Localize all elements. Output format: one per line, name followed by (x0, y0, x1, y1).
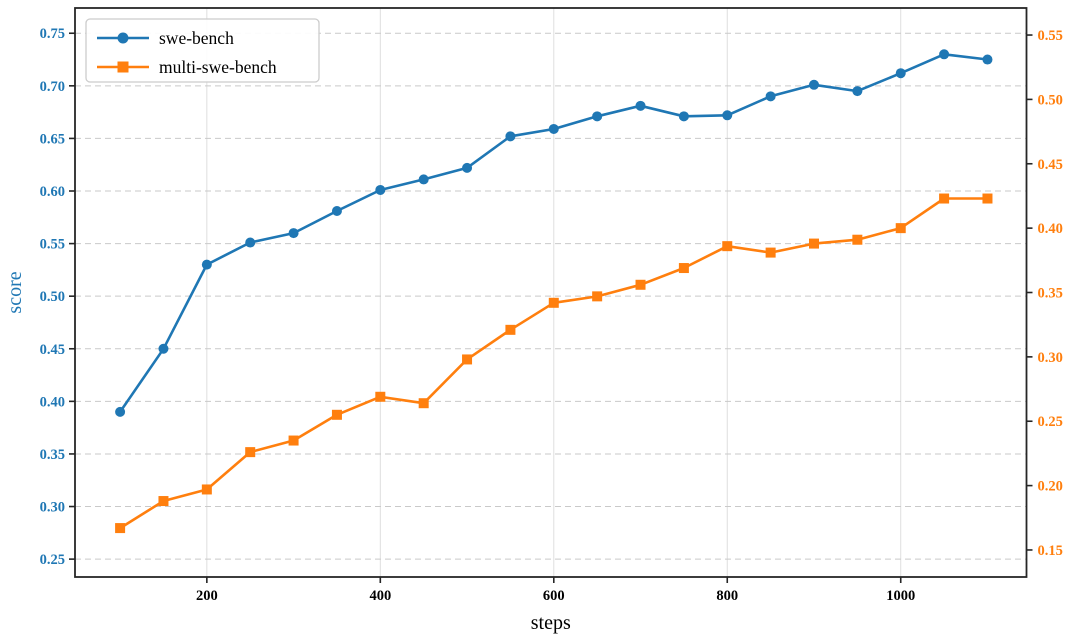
data-point-marker-circle (375, 184, 386, 195)
data-point-marker-circle (635, 100, 646, 111)
data-point-marker-circle (288, 228, 299, 239)
data-point-marker-square (852, 234, 863, 245)
data-point-marker-square (678, 263, 689, 274)
data-point-marker-circle (158, 343, 169, 354)
legend: swe-bench multi-swe-bench (85, 18, 320, 83)
y-left-tick-label: 0.30 (40, 500, 65, 516)
data-point-marker-circle (115, 406, 126, 417)
y-right-tick-label: 0.45 (1038, 157, 1063, 173)
data-point-marker-circle (592, 111, 603, 122)
y-right-tick-label: 0.55 (1038, 28, 1063, 44)
data-point-marker-circle (462, 162, 473, 173)
data-point-marker-square (722, 241, 733, 252)
data-point-marker-square (418, 398, 429, 409)
data-point-marker-square (939, 193, 950, 204)
y-axis-label: score (4, 271, 26, 313)
y-right-tick-label: 0.50 (1038, 92, 1063, 108)
y-left-tick-label: 0.55 (40, 237, 65, 253)
y-left-tick-label: 0.50 (40, 289, 65, 305)
x-tick-label: 600 (543, 588, 565, 604)
x-tick-label: 800 (716, 588, 738, 604)
data-point-marker-square (982, 193, 993, 204)
legend-label: multi-swe-bench (159, 57, 277, 77)
data-point-marker-square (808, 238, 819, 249)
data-point-marker-square (158, 496, 169, 507)
y-right-tick-label: 0.15 (1038, 543, 1063, 559)
y-left-tick-label: 0.25 (40, 552, 65, 568)
x-axis-label: steps (531, 612, 571, 634)
data-point-marker-square (115, 523, 126, 534)
plot-border (74, 7, 1028, 578)
y-left-tick-label: 0.70 (40, 79, 65, 95)
y-right-tick-label: 0.40 (1038, 221, 1063, 237)
data-point-marker-square (462, 354, 473, 365)
data-point-marker-circle (505, 131, 516, 142)
legend-item: swe-bench (97, 28, 234, 48)
y-right-tick-label: 0.30 (1038, 350, 1063, 366)
y-right-tick-label: 0.20 (1038, 479, 1063, 495)
data-point-marker-circle (722, 110, 733, 121)
y-left-tick-label: 0.40 (40, 394, 65, 410)
data-point-marker-square (895, 223, 906, 234)
tick-layer: 0.25 0.30 0.35 0.40 0.45 0.50 0.55 0.60 0.65 0.70… (40, 26, 1063, 604)
data-point-marker-square (765, 247, 776, 258)
y-left-tick-label: 0.35 (40, 447, 65, 463)
data-point-marker-circle (331, 205, 342, 216)
grid-layer (75, 8, 1027, 577)
data-point-marker-circle (418, 174, 429, 185)
series-swe-bench (115, 49, 993, 417)
data-point-marker-circle (245, 237, 256, 248)
data-point-marker-circle (852, 86, 863, 97)
data-point-marker-square (331, 409, 342, 420)
data-point-marker-circle (982, 54, 993, 65)
data-point-marker-square (375, 391, 386, 402)
series-multi-swe-bench (115, 193, 993, 534)
x-tick-label: 200 (196, 588, 218, 604)
legend-marker-square (117, 61, 129, 73)
y-right-tick-label: 0.35 (1038, 286, 1063, 302)
data-point-marker-square (245, 447, 256, 458)
data-point-marker-circle (939, 49, 950, 60)
y-left-tick-label: 0.60 (40, 184, 65, 200)
data-point-marker-square (201, 484, 212, 495)
x-tick-label: 400 (369, 588, 391, 604)
data-point-marker-square (548, 297, 559, 308)
x-tick-label: 1000 (886, 588, 915, 604)
data-point-marker-circle (201, 259, 212, 270)
data-point-marker-circle (895, 68, 906, 79)
y-left-tick-label: 0.65 (40, 131, 65, 147)
data-point-marker-square (288, 435, 299, 446)
y-right-tick-label: 0.25 (1038, 414, 1063, 430)
y-left-tick-label: 0.75 (40, 26, 65, 42)
legend-label: swe-bench (159, 28, 234, 48)
legend-marker-circle (117, 32, 129, 44)
data-point-marker-circle (808, 79, 819, 90)
data-point-marker-square (505, 324, 516, 335)
y-left-tick-label: 0.45 (40, 342, 65, 358)
data-point-marker-circle (678, 111, 689, 122)
data-point-marker-circle (765, 91, 776, 102)
data-point-marker-square (635, 279, 646, 290)
data-point-marker-circle (548, 123, 559, 134)
legend-item: multi-swe-bench (97, 57, 277, 77)
data-point-marker-square (592, 291, 603, 302)
